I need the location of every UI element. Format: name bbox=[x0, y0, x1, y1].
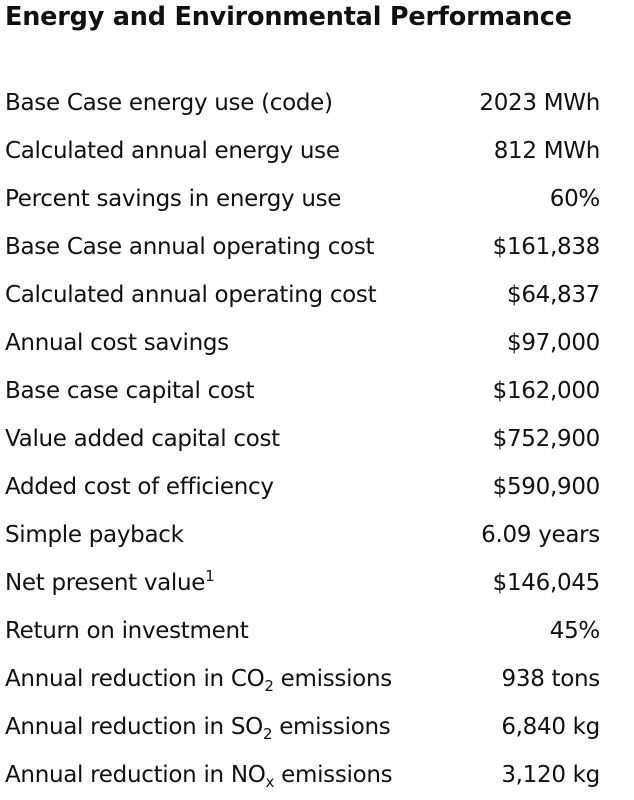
table-row: Base case capital cost $162,000 bbox=[5, 367, 600, 415]
row-label: Added cost of efficiency bbox=[5, 474, 274, 500]
row-value: $146,045 bbox=[492, 570, 601, 596]
row-label: Annual reduction in CO2 emissions bbox=[5, 666, 393, 695]
subscript: x bbox=[265, 773, 275, 791]
subscript: 2 bbox=[264, 677, 274, 695]
table-row: Added cost of efficiency $590,900 bbox=[5, 463, 600, 511]
performance-table: Base Case energy use (code) 2023 MWh Calc… bbox=[5, 79, 600, 799]
row-label: Simple payback bbox=[5, 522, 184, 548]
row-value: 938 tons bbox=[501, 666, 601, 692]
table-row: Annual cost savings $97,000 bbox=[5, 319, 600, 367]
row-value: 60% bbox=[549, 186, 601, 212]
row-label: Calculated annual operating cost bbox=[5, 282, 377, 308]
label-text: emissions bbox=[272, 714, 391, 740]
row-value: 6,840 kg bbox=[501, 714, 600, 740]
row-value: 3,120 kg bbox=[501, 762, 600, 788]
label-text: Annual reduction in SO bbox=[5, 714, 263, 740]
table-row: Return on investment 45% bbox=[5, 607, 600, 655]
row-value: $161,838 bbox=[492, 234, 601, 260]
page-title: Energy and Environmental Performance bbox=[5, 2, 572, 32]
row-value: 45% bbox=[549, 618, 601, 644]
table-row: Simple payback 6.09 years bbox=[5, 511, 600, 559]
table-row: Net present value1 $146,045 bbox=[5, 559, 600, 607]
row-value: $97,000 bbox=[506, 330, 600, 356]
row-value: $162,000 bbox=[492, 378, 601, 404]
table-row: Annual reduction in NOx emissions 3,120 k… bbox=[5, 751, 600, 799]
table-row: Base Case annual operating cost $161,838 bbox=[5, 223, 600, 271]
row-value: $64,837 bbox=[506, 282, 600, 308]
table-row: Base Case energy use (code) 2023 MWh bbox=[5, 79, 600, 127]
table-row: Annual reduction in CO2 emissions 938 ton… bbox=[5, 655, 600, 703]
row-label: Annual cost savings bbox=[5, 330, 229, 356]
row-label: Base Case annual operating cost bbox=[5, 234, 375, 260]
row-label: Calculated annual energy use bbox=[5, 138, 340, 164]
table-row: Calculated annual operating cost $64,837 bbox=[5, 271, 600, 319]
table-row: Value added capital cost $752,900 bbox=[5, 415, 600, 463]
row-value: 2023 MWh bbox=[479, 90, 600, 116]
row-label: Annual reduction in SO2 emissions bbox=[5, 714, 391, 743]
label-text: emissions bbox=[273, 666, 393, 692]
row-label: Percent savings in energy use bbox=[5, 186, 342, 212]
label-text: Net present value bbox=[5, 570, 206, 596]
row-value: 812 MWh bbox=[493, 138, 601, 164]
row-value: $752,900 bbox=[492, 426, 601, 452]
row-label: Annual reduction in NOx emissions bbox=[5, 762, 393, 791]
row-label: Return on investment bbox=[5, 618, 249, 644]
table-row: Percent savings in energy use 60% bbox=[5, 175, 600, 223]
footnote-marker: 1 bbox=[205, 567, 215, 585]
table-row: Annual reduction in SO2 emissions 6,840 k… bbox=[5, 703, 600, 751]
row-label: Base case capital cost bbox=[5, 378, 255, 404]
row-value: 6.09 years bbox=[481, 522, 600, 548]
table-row: Calculated annual energy use 812 MWh bbox=[5, 127, 600, 175]
subscript: 2 bbox=[262, 725, 273, 743]
row-label: Net present value1 bbox=[5, 567, 215, 597]
label-text: Annual reduction in NO bbox=[5, 762, 266, 788]
row-value: $590,900 bbox=[492, 474, 601, 500]
label-text: emissions bbox=[274, 762, 393, 788]
label-text: Annual reduction in CO bbox=[5, 666, 265, 692]
row-label: Value added capital cost bbox=[5, 426, 280, 452]
row-label: Base Case energy use (code) bbox=[5, 90, 333, 116]
